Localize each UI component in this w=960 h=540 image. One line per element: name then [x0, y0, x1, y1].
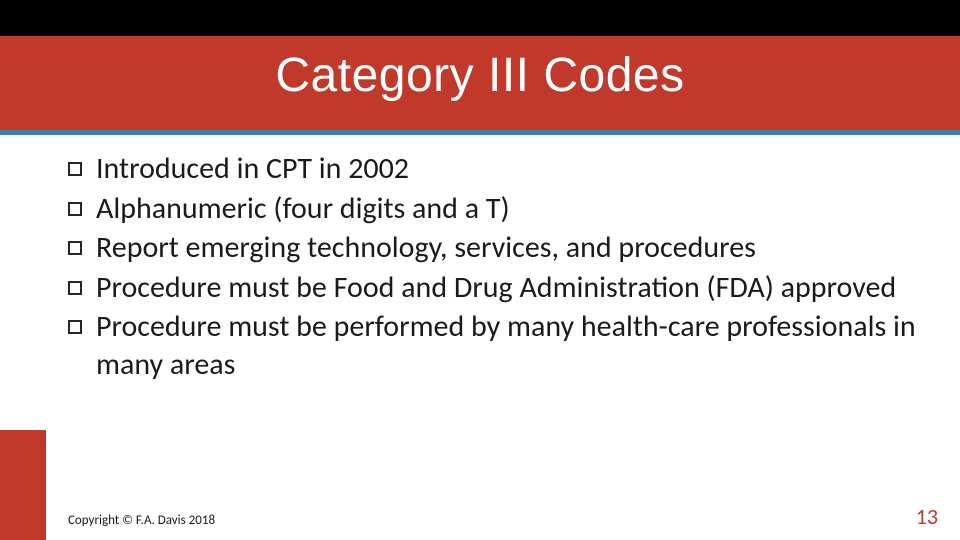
slide-title: Category III Codes: [0, 48, 960, 103]
slide: Category III Codes Introduced in CPT in …: [0, 0, 960, 540]
bullet-item: Procedure must be performed by many heal…: [68, 308, 930, 383]
bullet-text: Introduced in CPT in 2002: [96, 150, 409, 188]
bullet-text: Procedure must be Food and Drug Administ…: [96, 269, 896, 307]
page-number: 13: [916, 503, 938, 530]
square-bullet-icon: [68, 281, 82, 295]
title-underline: [0, 130, 960, 135]
copyright-footer: Copyright © F.A. Davis 2018: [68, 513, 215, 528]
body-content: Introduced in CPT in 2002 Alphanumeric (…: [68, 150, 930, 385]
square-bullet-icon: [68, 320, 82, 334]
left-accent-block: [0, 430, 46, 540]
bullet-item: Alphanumeric (four digits and a T): [68, 190, 930, 228]
bullet-text: Alphanumeric (four digits and a T): [96, 190, 510, 228]
title-bar: Category III Codes: [0, 0, 960, 130]
bullet-item: Procedure must be Food and Drug Administ…: [68, 269, 930, 307]
bullet-text: Report emerging technology, services, an…: [96, 229, 756, 267]
square-bullet-icon: [68, 241, 82, 255]
square-bullet-icon: [68, 202, 82, 216]
bullet-item: Report emerging technology, services, an…: [68, 229, 930, 267]
square-bullet-icon: [68, 162, 82, 176]
black-stripe: [0, 0, 960, 36]
bullet-text: Procedure must be performed by many heal…: [96, 308, 930, 383]
bullet-item: Introduced in CPT in 2002: [68, 150, 930, 188]
